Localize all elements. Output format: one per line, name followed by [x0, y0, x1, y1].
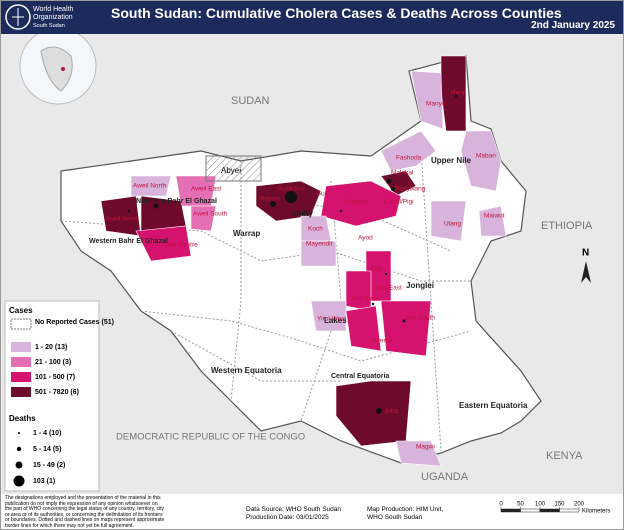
state-label: Western Bahr El Ghazal [89, 238, 168, 245]
case-classes [100, 55, 507, 467]
state-label: Unity [293, 209, 314, 218]
legend: Cases No Reported Cases (51) 1 - 20 (13)… [4, 300, 114, 492]
county-label: Aweil South [193, 211, 228, 218]
scale-segment [559, 508, 580, 513]
legend-title: Cases [9, 306, 33, 315]
scale-unit: Kilometers [582, 509, 610, 515]
legend-label: 15 - 49 (2) [33, 462, 65, 469]
county-label: Aweil Centre [161, 242, 198, 249]
state-label: Northern Bahr El Ghazal [136, 198, 217, 205]
county-label: Twic East [374, 285, 402, 292]
disclaimer: The designations employed and the presen… [5, 495, 165, 529]
country-label: DEMOCRATIC REPUBLIC OF THE CONGO [116, 432, 305, 443]
country-label: ETHIOPIA [541, 220, 593, 232]
county-label: Guit [316, 191, 328, 198]
county-label: Yirol West [317, 316, 346, 323]
county-label: Manyo [426, 101, 446, 108]
logo [5, 4, 31, 30]
org-name-text: World Health Organization [33, 6, 74, 21]
country-label: SUDAN [231, 95, 270, 107]
county-label: Yirol East [351, 296, 379, 303]
county-label: Maiwut [484, 213, 505, 220]
county-label: Aweil West [105, 216, 137, 223]
legend-label: 21 - 100 (3) [35, 359, 71, 366]
legend-label: 101 - 500 (7) [35, 374, 75, 381]
title: South Sudan: Cumulative Cholera Cases & … [111, 5, 562, 21]
county-label: Renk [451, 90, 467, 97]
legend-label: 1 - 20 (13) [35, 344, 67, 351]
scale-label: 200 [574, 502, 585, 508]
org-name: World Health Organization South Sudan [33, 6, 93, 30]
country-label: Abyei [221, 166, 241, 175]
county-label: Malakal [391, 170, 414, 177]
county-label: Ulang [444, 221, 461, 228]
org-unit: South Sudan [33, 23, 65, 29]
north-label: N [582, 248, 589, 259]
county-label: Aweil North [133, 183, 167, 190]
county-label: Ayod [358, 235, 373, 242]
production-date: Production Date: 03/01/2025 [246, 514, 329, 521]
county-label: Koch [308, 226, 323, 233]
globe-africa [40, 46, 73, 92]
county-label: Magwi [416, 444, 435, 451]
legend-label: 1 - 4 (10) [33, 430, 61, 437]
state-label: Warrap [233, 229, 260, 238]
scale-label: 100 [535, 502, 546, 508]
death-dots [127, 94, 458, 414]
county-label: Awerial [371, 338, 393, 345]
legend-label: 501 - 7820 (6) [35, 389, 79, 396]
country-label: UGANDA [421, 471, 469, 483]
state-label: Eastern Equatoria [459, 401, 528, 410]
globe-marker [61, 67, 65, 71]
legend-title: Deaths [9, 414, 36, 423]
legend-label: 5 - 14 (5) [33, 446, 61, 453]
state-label: Western Equatoria [211, 366, 282, 375]
county-label: Panyikang [395, 186, 426, 193]
county-label: Duk [371, 266, 383, 273]
county-label: Bor South [406, 315, 435, 322]
county-label: Maban [476, 153, 496, 160]
country-label: KENYA [546, 450, 583, 462]
date: 2nd January 2025 [531, 20, 615, 31]
scale-label: 150 [554, 502, 565, 508]
county-label: Rubkona [278, 186, 304, 193]
county-label: Fangak [346, 199, 368, 206]
county-label: Canal/Pigi [384, 199, 414, 206]
county-label: Mayom [259, 196, 280, 203]
legend-label: No Reported Cases (51) [35, 319, 114, 326]
data-source: Data Source: WHO South Sudan [246, 506, 342, 513]
abyei-area [205, 155, 262, 182]
state-label: Lakes [324, 316, 347, 325]
source-block: Data Source: WHO South Sudan Production D… [246, 506, 341, 522]
county-label: Mayendit [306, 241, 333, 248]
state-label: Central Equatoria [331, 373, 389, 380]
state-label: Jonglei [406, 281, 434, 290]
north-arrow: N [581, 248, 591, 283]
county-label: Juba [384, 408, 398, 415]
footer: The designations employed and the presen… [1, 494, 623, 529]
legend-label: 103 (1) [33, 478, 55, 485]
header: World Health Organization South Sudan Sou… [1, 1, 623, 34]
scale-label: 0 [499, 502, 503, 508]
state-label: Upper Nile [431, 156, 472, 165]
county-label: Fashoda [396, 155, 422, 162]
county-label: Aweil East [191, 186, 221, 193]
scale-label: 50 [517, 502, 524, 508]
map-production: Map Production: HIM Unit, WHO South Suda… [367, 506, 444, 521]
